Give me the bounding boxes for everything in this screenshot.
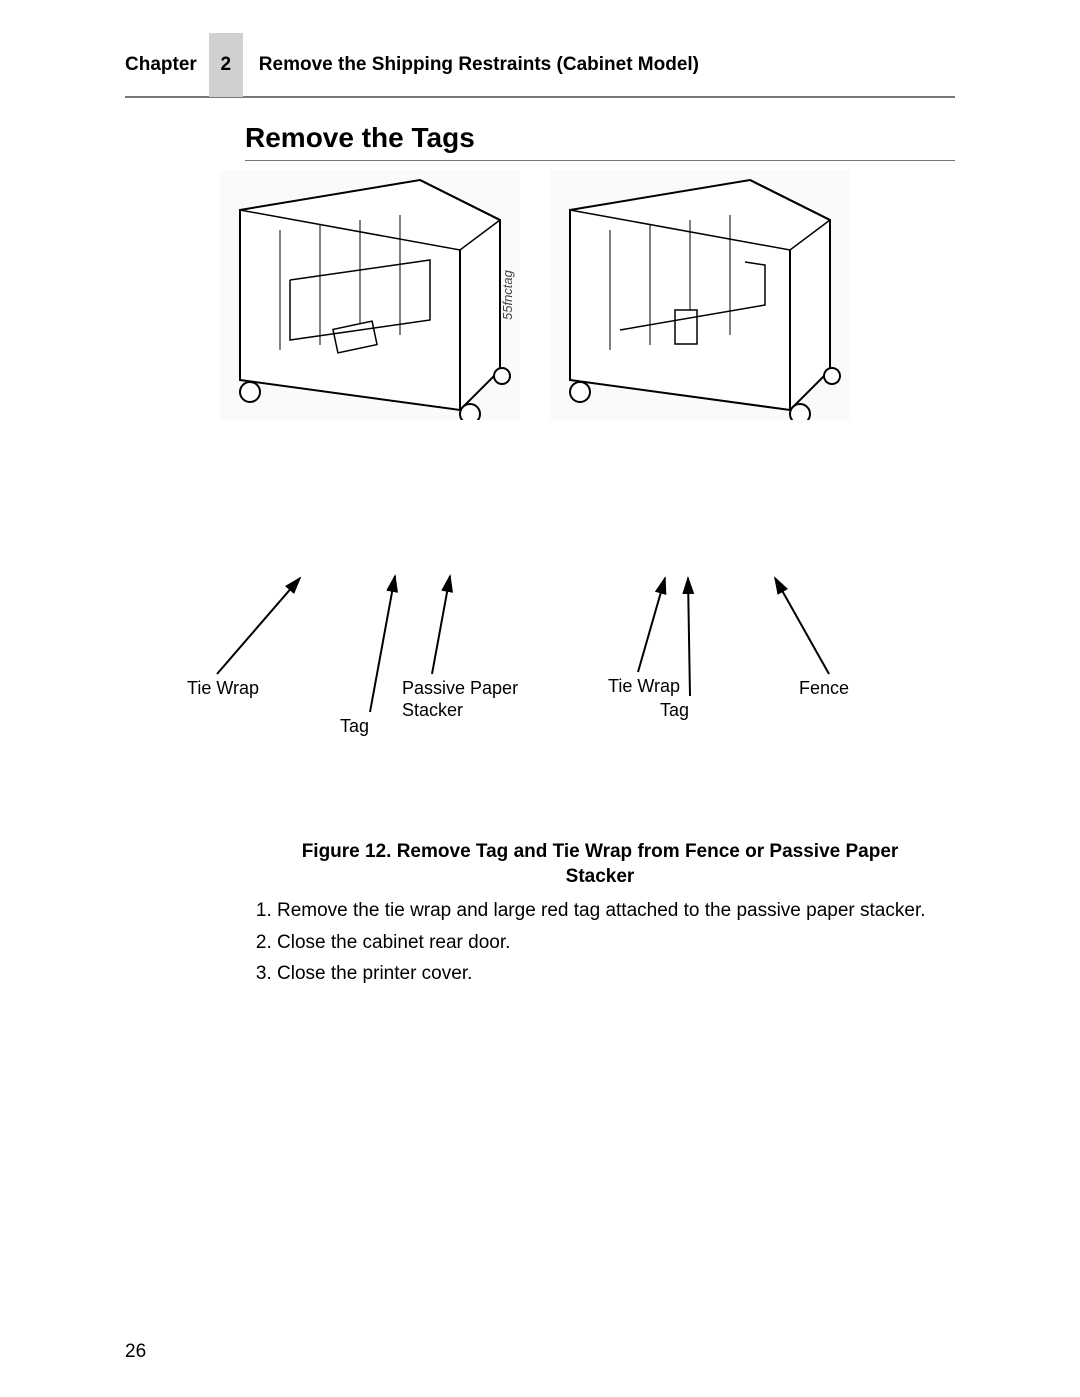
- arrow-tag-right: [688, 578, 690, 696]
- callout-tie-wrap-left: Tie Wrap: [187, 678, 259, 700]
- running-title: Remove the Shipping Restraints (Cabinet …: [259, 54, 699, 76]
- arrow-tag-left: [370, 576, 395, 712]
- arrow-tie-wrap-right: [638, 578, 665, 672]
- callout-fence-right: Fence: [799, 678, 849, 700]
- callout-arrows: [0, 0, 1080, 1397]
- figure-caption: Figure 12. Remove Tag and Tie Wrap from …: [245, 840, 955, 889]
- section-title-rule: Remove the Tags: [245, 122, 955, 161]
- chapter-label: Chapter: [125, 54, 197, 76]
- page-number: 26: [125, 1341, 146, 1363]
- cabinet-drawing-right: [550, 170, 850, 420]
- step-2: Close the cabinet rear door.: [277, 930, 955, 956]
- callout-tag-right: Tag: [660, 700, 689, 722]
- cabinet-svg-right: [550, 170, 850, 420]
- figure-caption-line2: Stacker: [245, 865, 955, 890]
- figure-caption-line1: Figure 12. Remove Tag and Tie Wrap from …: [245, 840, 955, 865]
- arrow-stacker-left: [432, 576, 450, 674]
- cabinet-svg-left: [220, 170, 520, 420]
- arrow-tie-wrap-left: [217, 578, 300, 674]
- page: Chapter 2 Remove the Shipping Restraints…: [0, 0, 1080, 1397]
- step-1: Remove the tie wrap and large red tag at…: [277, 898, 955, 924]
- instruction-steps: Remove the tie wrap and large red tag at…: [245, 898, 955, 993]
- callout-tag-left: Tag: [340, 716, 369, 738]
- arrow-fence-right: [775, 578, 829, 674]
- section-title: Remove the Tags: [245, 122, 955, 154]
- callout-stacker-left: Passive PaperStacker: [402, 678, 518, 721]
- cabinet-drawing-left: [220, 170, 520, 420]
- callout-tie-wrap-right: Tie Wrap: [608, 676, 680, 698]
- running-header: Chapter 2 Remove the Shipping Restraints…: [125, 34, 955, 98]
- step-3: Close the printer cover.: [277, 961, 955, 987]
- chapter-number-box: 2: [209, 33, 243, 97]
- figure-ref-code: 55fnctag: [500, 270, 515, 320]
